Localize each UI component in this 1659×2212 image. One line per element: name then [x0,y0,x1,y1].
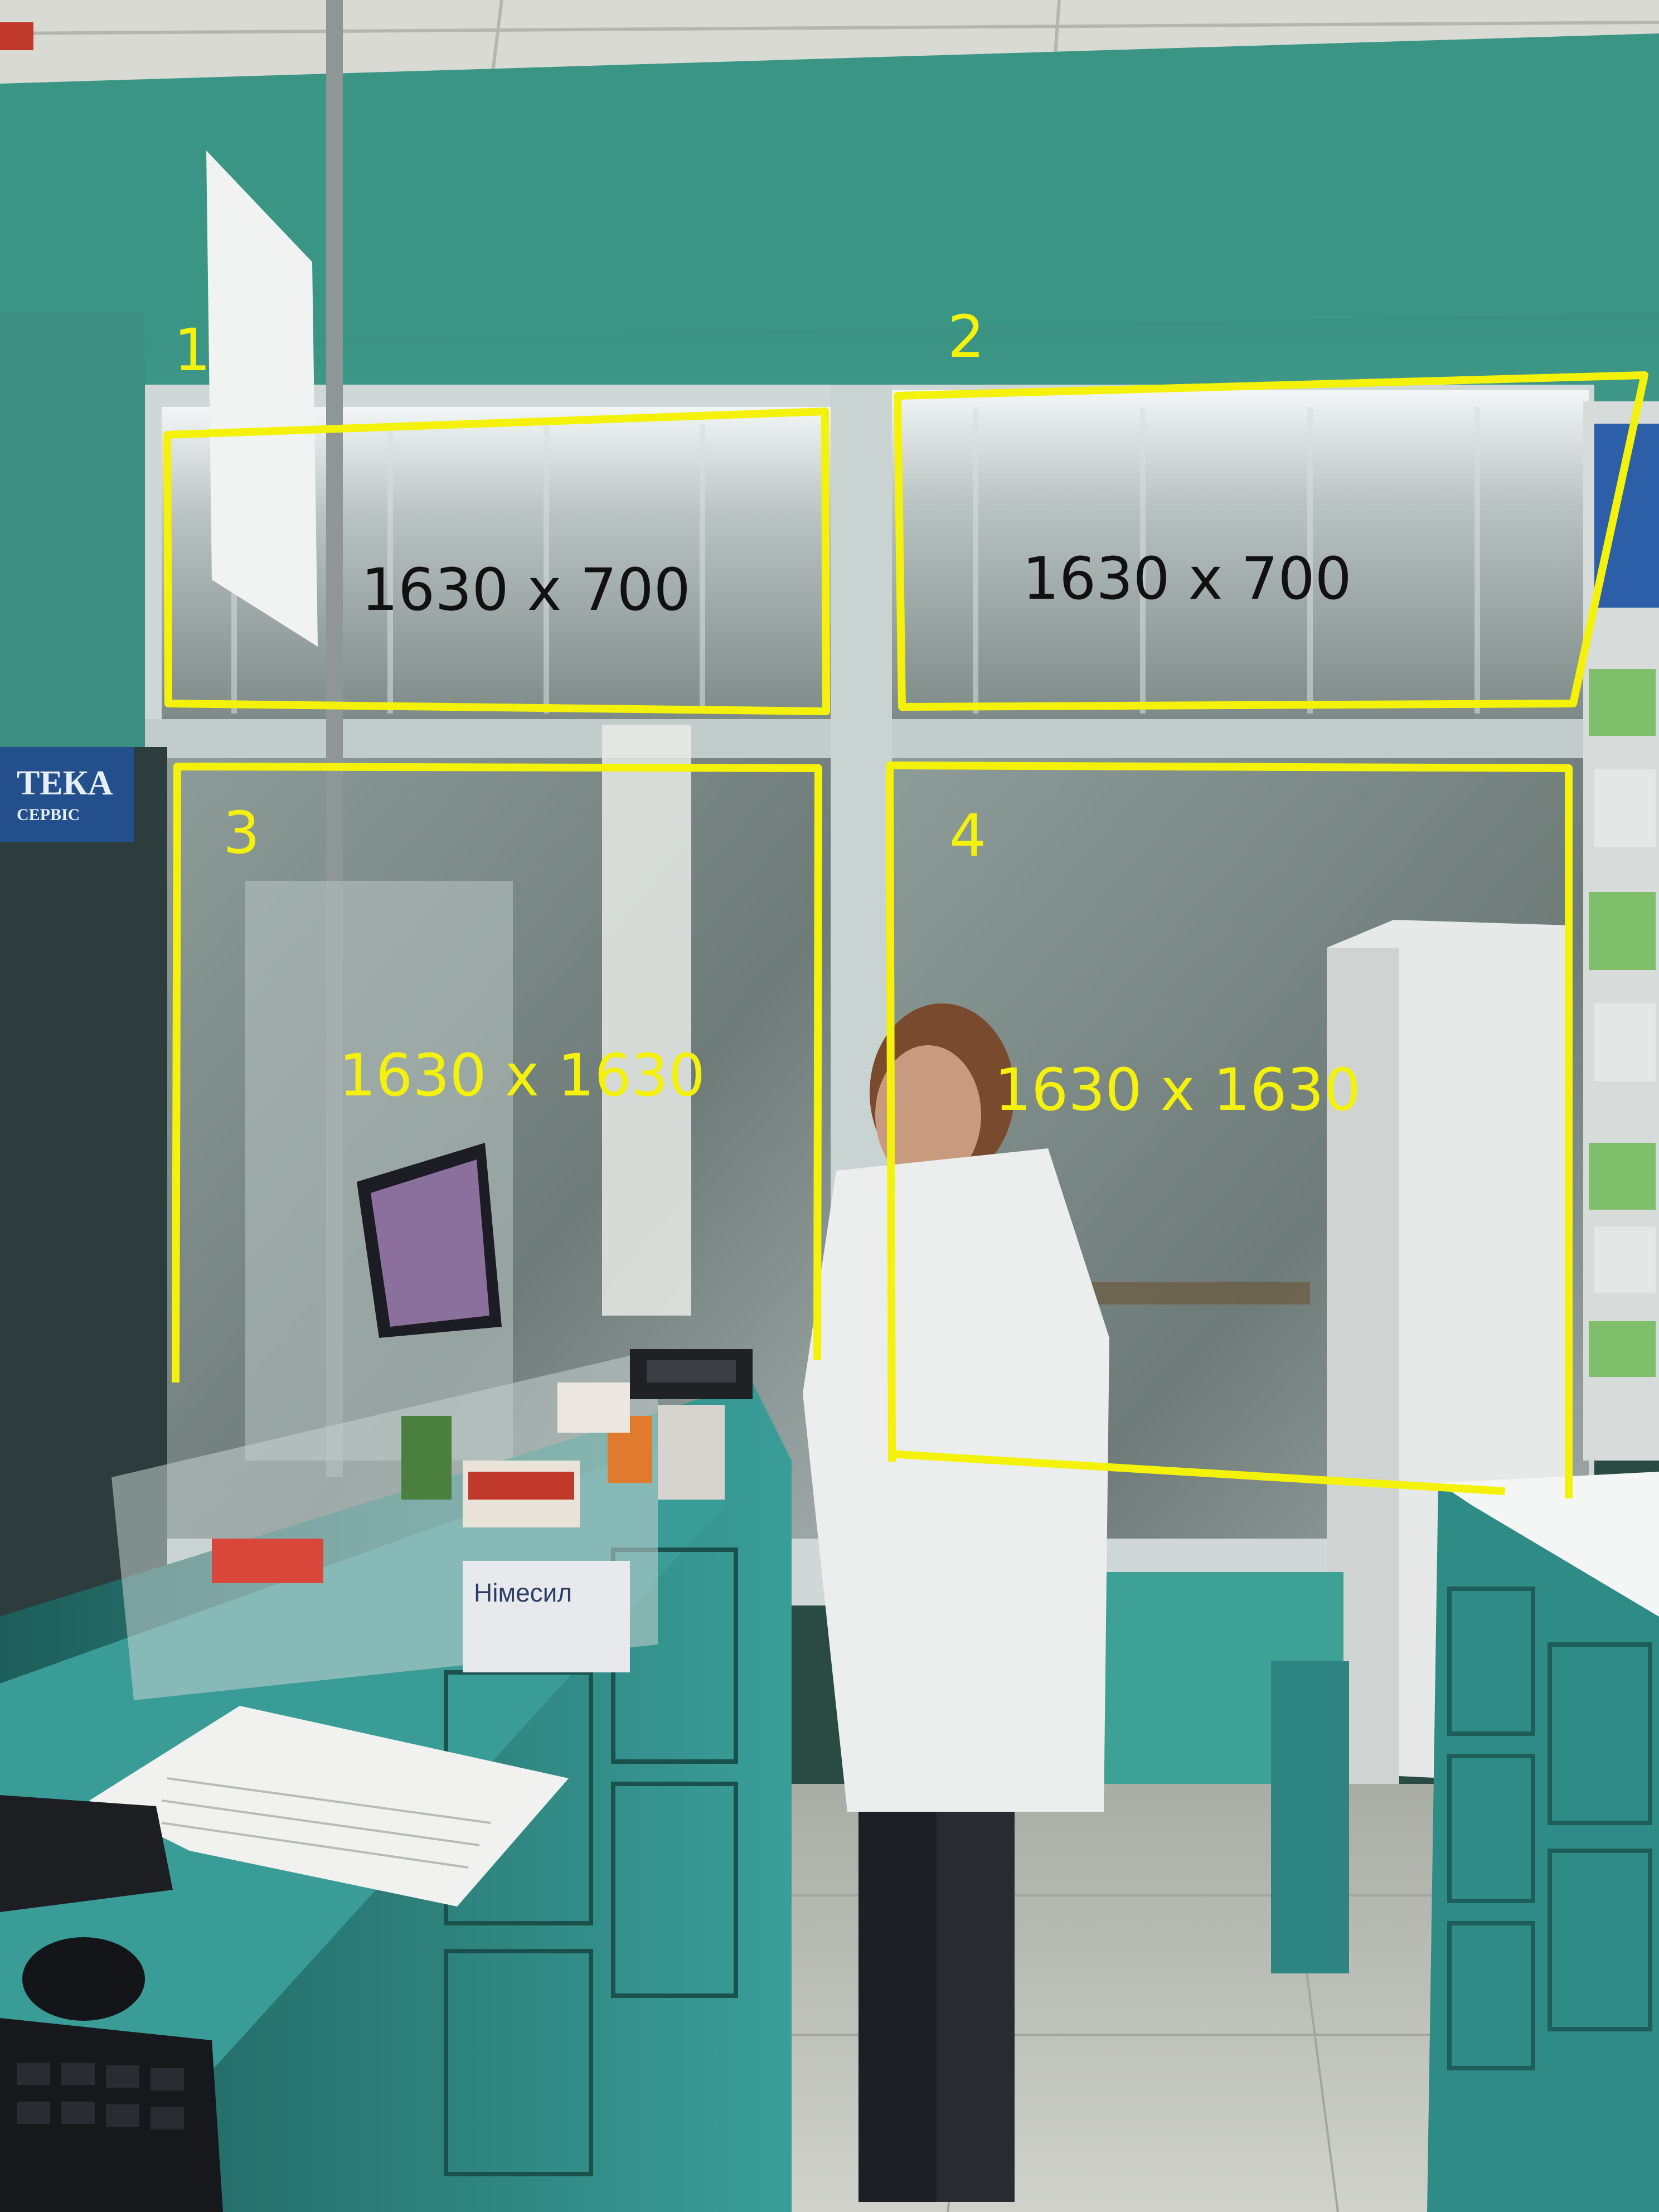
region-dimensions-3: 1630 x 1630 [339,1041,706,1109]
medicine-boxes [212,1382,725,1672]
region-number-4: 4 [949,802,987,870]
region-dimensions-1: 1630 x 700 [361,556,691,624]
region-number-2: 2 [948,303,985,371]
region-number-1: 1 [174,316,211,384]
region-outline-1 [163,408,830,715]
pharmacy-sign: ТЕКА [17,764,113,802]
pharmacy-sign-sub: СЕРВІС [17,806,80,824]
region-outline-4 [886,761,1573,1498]
region-outline-3 [172,763,822,1383]
card-terminal [0,1795,173,1912]
hanging-board [206,151,318,647]
region-dimensions-2: 1630 x 700 [1022,545,1352,613]
region-dimensions-4: 1630 x 1630 [995,1056,1361,1124]
paper-sheet [89,1706,569,1907]
region-number-3: 3 [223,799,260,867]
annotation-outlines [163,371,1648,1498]
mouse [22,1937,145,2021]
region-outline-2 [894,371,1648,711]
window-pane-upper-right [892,390,1589,719]
pharmacist [803,1003,1109,2202]
box-label: Німесил [474,1578,573,1607]
